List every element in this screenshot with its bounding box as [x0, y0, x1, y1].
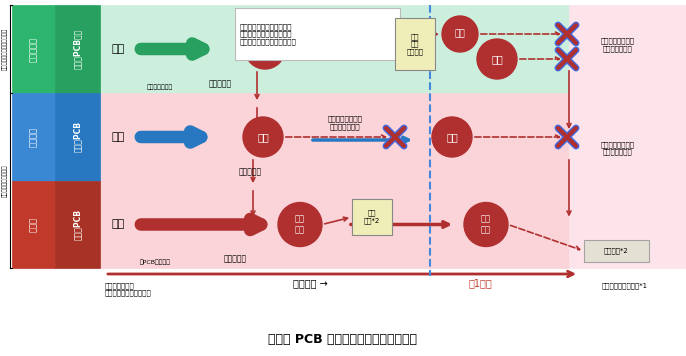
Text: 処分
委託: 処分 委託	[481, 215, 491, 234]
Text: 高濃度PCB: 高濃度PCB	[73, 209, 82, 240]
Text: （安定器・消炎棒等）: （安定器・消炎棒等）	[2, 164, 8, 197]
FancyBboxPatch shape	[12, 181, 55, 268]
Text: 廃棄物とみなし、
改善命令の対象: 廃棄物とみなし、 改善命令の対象	[601, 141, 635, 155]
Text: 使用製品: 使用製品	[29, 127, 38, 147]
FancyBboxPatch shape	[100, 93, 569, 268]
Text: 廃止: 廃止	[491, 54, 503, 64]
Text: 高濃度PCB: 高濃度PCB	[73, 121, 82, 152]
Circle shape	[432, 117, 472, 157]
FancyBboxPatch shape	[100, 5, 569, 93]
Circle shape	[442, 16, 478, 52]
Text: 改善
命令*2: 改善 命令*2	[364, 210, 380, 224]
Text: ・主任技術者等による確認
・管理状況の毎年度の届出
・廃止予定年月の設定・報告: ・主任技術者等による確認 ・管理状況の毎年度の届出 ・廃止予定年月の設定・報告	[240, 23, 297, 45]
Text: 廃棄物とみなし、
改善命令の対象: 廃棄物とみなし、 改善命令の対象	[601, 38, 635, 52]
FancyBboxPatch shape	[352, 199, 392, 235]
Circle shape	[464, 203, 508, 246]
Text: 廃止: 廃止	[455, 30, 465, 38]
FancyBboxPatch shape	[395, 18, 435, 70]
Circle shape	[278, 203, 322, 246]
FancyBboxPatch shape	[55, 181, 100, 268]
Text: 電気工作物: 電気工作物	[29, 37, 38, 62]
FancyBboxPatch shape	[55, 93, 100, 181]
Circle shape	[477, 39, 517, 79]
Text: 特例の適用: 特例の適用	[239, 167, 261, 176]
Text: 〈PCB特措法〉: 〈PCB特措法〉	[139, 260, 171, 265]
Text: 高濃度 PCB 廃棄物等の処分までの流れ: 高濃度 PCB 廃棄物等の処分までの流れ	[268, 333, 418, 346]
Text: 高濃度PCB使用: 高濃度PCB使用	[73, 29, 82, 69]
Text: 処分
委託: 処分 委託	[295, 215, 305, 234]
Text: 特例の適用: 特例の適用	[224, 254, 246, 263]
FancyBboxPatch shape	[584, 240, 649, 262]
Text: 廃棄物: 廃棄物	[29, 217, 38, 232]
Text: 処分期間 →: 処分期間 →	[293, 278, 327, 288]
Text: 廃止: 廃止	[259, 44, 271, 54]
Circle shape	[245, 29, 285, 69]
FancyBboxPatch shape	[235, 8, 400, 60]
Text: （1年）: （1年）	[468, 278, 492, 288]
FancyBboxPatch shape	[55, 5, 100, 93]
Text: 使用: 使用	[111, 44, 125, 54]
FancyBboxPatch shape	[12, 93, 55, 181]
Text: 所有: 所有	[111, 132, 125, 142]
Text: （変圧器・コンデンサー等）: （変圧器・コンデンサー等）	[2, 28, 8, 70]
FancyBboxPatch shape	[569, 5, 686, 268]
FancyBboxPatch shape	[12, 5, 55, 93]
Text: 改善命令*2: 改善命令*2	[604, 248, 628, 254]
Circle shape	[243, 117, 283, 157]
Text: 廃棄物とみなし、
改善命令の対象: 廃棄物とみなし、 改善命令の対象	[327, 116, 362, 130]
Text: 廃棄: 廃棄	[446, 132, 458, 142]
Text: 廃棄: 廃棄	[257, 132, 269, 142]
Text: 掘り起こし調査
（報告徴収・立入検査）: 掘り起こし調査 （報告徴収・立入検査）	[105, 282, 152, 296]
Text: 計画的処理完了期限*1: 計画的処理完了期限*1	[602, 282, 648, 289]
Text: 〈電気事業法〉: 〈電気事業法〉	[147, 84, 173, 90]
Text: 特例の適用: 特例の適用	[209, 79, 232, 88]
Text: 技術
基準
適合命令: 技術 基準 適合命令	[407, 33, 423, 55]
Text: 保管: 保管	[111, 220, 125, 230]
